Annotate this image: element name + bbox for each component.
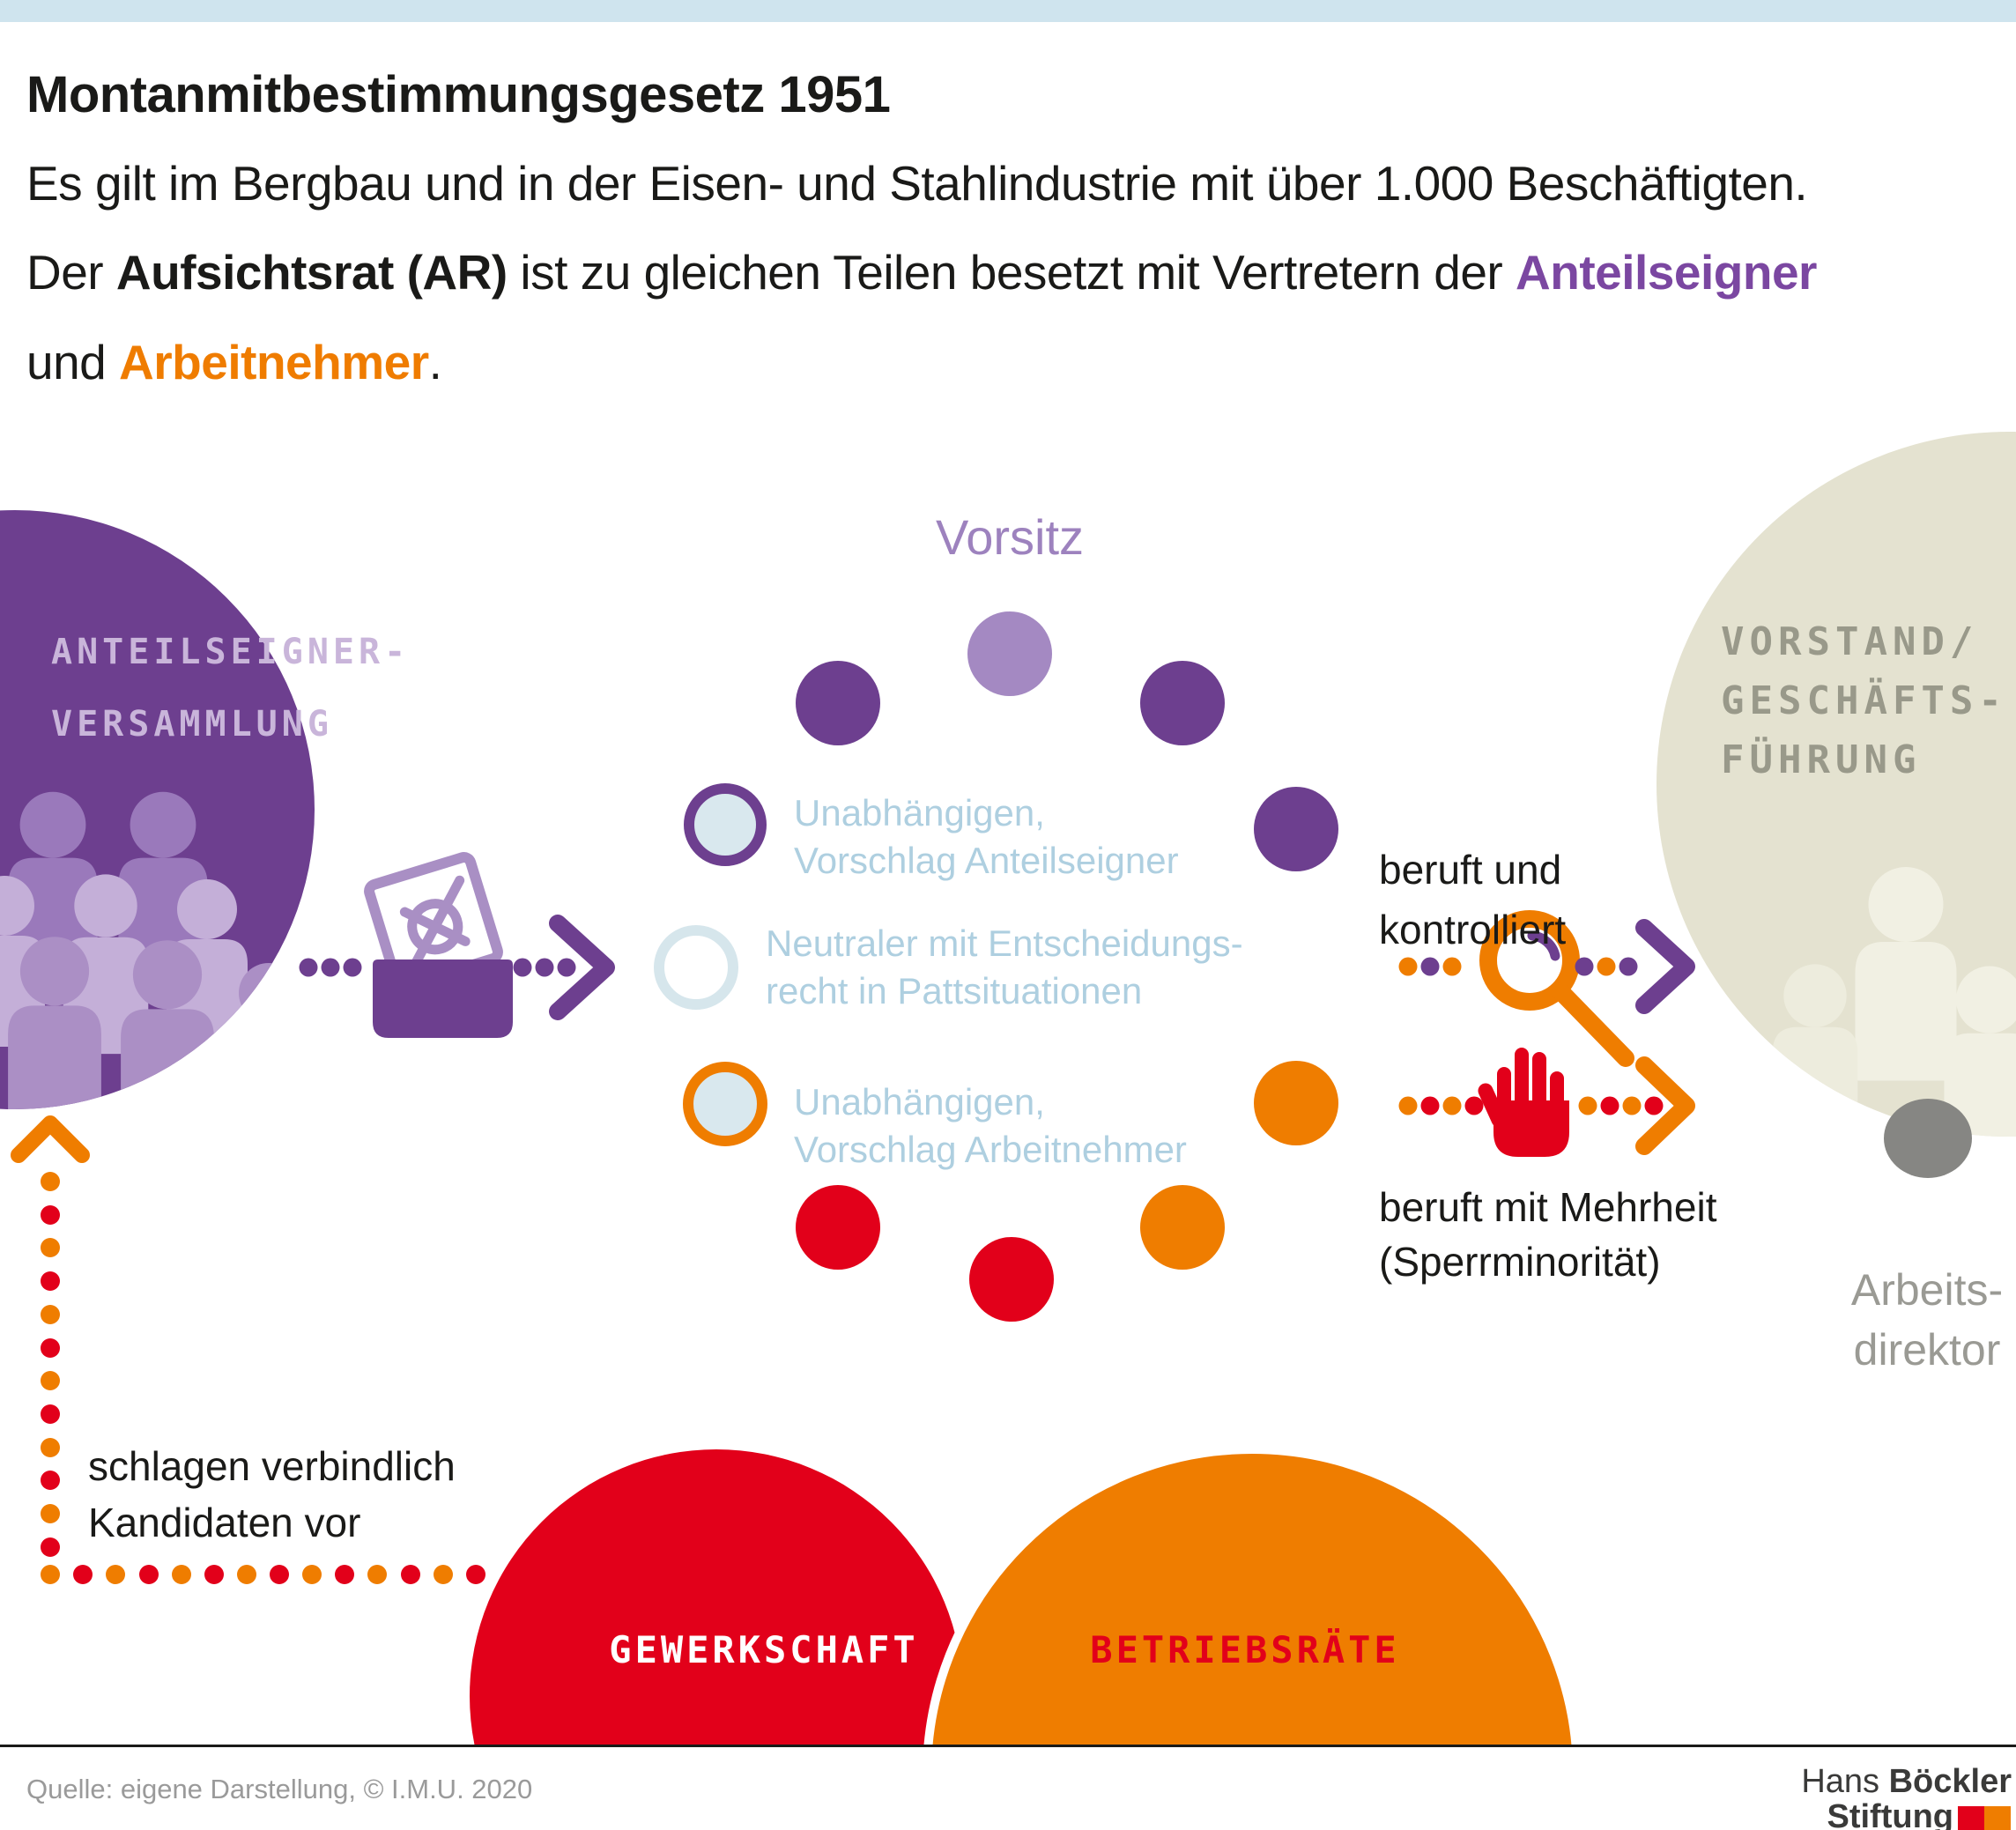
gewerkschaft-circle [470,1449,963,1745]
anteilseigner-term: Anteilseigner [1516,245,1817,300]
seat-arbeitnehmer [796,1185,880,1270]
seat-arbeitnehmer [1254,1061,1338,1145]
label-line: kontrolliert [1379,907,1567,952]
seat-anteilseigner [1140,661,1225,745]
veto-flow [1398,1048,1695,1157]
label-line: Kandidaten vor [88,1500,361,1545]
magnifier-icon [1479,910,1634,1067]
betriebsraete-label: BETRIEBSRÄTE [1090,1628,1400,1671]
hans-boeckler-logo: Hans Böckler Stiftung [1801,1764,2012,1830]
label-line: ANTEILSEIGNER- [51,632,411,672]
arrow-right-icon [1635,1056,1695,1155]
logo-boeckler: Böckler [1888,1763,2012,1800]
label-line: VERSAMMLUNG [51,704,333,745]
arrow-up-icon [11,1115,90,1163]
logo-orange-square [1984,1806,2011,1830]
legend-arbeitnehmer: Unabhängigen, Vorschlag Arbeitnehmer [794,1078,1187,1174]
aufsichtsrat-term: Aufsichtsrat (AR) [115,245,508,300]
ballot-flow [299,852,615,1038]
arbeitnehmer-term: Arbeitnehmer [119,335,429,389]
seat-arbeitnehmer [1140,1185,1225,1270]
label-line: Arbeits- [1850,1265,2004,1315]
vorsitz-label: Vorsitz [935,509,1085,565]
ballot-paper-icon [364,852,503,991]
logo-hans: Hans [1801,1763,1889,1800]
seat-unabhaengiger-anteilseigner [684,783,767,866]
anteilseigner-versammlung-label: ANTEILSEIGNER- VERSAMMLUNG [51,616,410,760]
arrow-right-icon [1635,919,1695,1014]
label-line: beruft mit Mehrheit [1379,1184,1717,1230]
arbeitsdirektor-label: Arbeits- direktor [1851,1260,2003,1380]
arbeitsdirektor-dot [1884,1099,1972,1178]
logo-line-1: Hans Böckler [1801,1764,2012,1799]
logo-red-square [1958,1806,1984,1830]
intro-line-2: Der Aufsichtsrat (AR) ist zu gleichen Te… [26,244,1817,300]
label-line: GESCHÄFTS- [1721,678,2007,723]
label-line: VORSTAND/ [1721,619,1979,664]
seat-anteilseigner [796,661,880,745]
intro-line-1: Es gilt im Bergbau und in der Eisen- und… [26,156,1808,211]
label-line: schlagen verbindlich [88,1443,456,1489]
label-line: beruft und [1379,847,1562,893]
beruft-und-label: beruft und kontrolliert [1379,840,1566,959]
seat-arbeitnehmer [969,1237,1054,1322]
label-line: direktor [1853,1325,2001,1374]
legend-line: Neutraler mit Entscheidungs- [766,922,1243,964]
intro-text: Der [26,245,116,300]
legend-line: Unabhängigen, [794,792,1045,834]
betriebsraete-circle [923,1445,1581,1745]
page-title: Montanmitbestimmungsgesetz 1951 [26,66,891,123]
seat-vorsitz [967,611,1052,696]
label-line: FÜHRUNG [1721,737,1922,782]
intro-text: . [428,335,442,389]
aufsichtsrat-seats [654,611,1338,1322]
logo-stiftung: Stiftung [1827,1798,1953,1830]
control-flow [1398,910,1695,1067]
legend-line: Unabhängigen, [794,1081,1045,1122]
source-note: Quelle: eigene Darstellung, © I.M.U. 202… [26,1774,533,1804]
intro-line-3: und Arbeitnehmer. [26,334,442,390]
legend-line: recht in Pattsituationen [766,970,1143,1011]
intro-text: ist zu gleichen Teilen besetzt mit Vertr… [507,245,1516,300]
legend-neutraler: Neutraler mit Entscheidungs- recht in Pa… [766,920,1243,1015]
label-line: (Sperrminorität) [1379,1239,1661,1285]
seat-unabhaengiger-arbeitnehmer [683,1062,767,1146]
seat-anteilseigner [1254,787,1338,871]
proposal-path [11,1115,485,1584]
intro-text: und [26,335,120,389]
vorstand-label: VORSTAND/ GESCHÄFTS- FÜHRUNG [1721,612,2007,789]
arrow-right-icon [549,915,615,1020]
schlagen-label: schlagen verbindlich Kandidaten vor [88,1438,456,1551]
legend-line: Vorschlag Anteilseigner [794,840,1179,881]
logo-line-2: Stiftung [1801,1799,2012,1830]
legend-line: Vorschlag Arbeitnehmer [794,1129,1187,1170]
legend-anteilseigner: Unabhängigen, Vorschlag Anteilseigner [794,789,1179,885]
beruft-mehrheit-label: beruft mit Mehrheit (Sperrminorität) [1379,1180,1716,1289]
footer-divider [0,1745,2016,1747]
ballot-box-icon [373,959,513,1038]
top-accent-bar [0,0,2016,22]
gewerkschaft-label: GEWERKSCHAFT [609,1628,919,1671]
seat-neutraler [654,925,738,1010]
stop-hand-icon [1478,1048,1569,1157]
